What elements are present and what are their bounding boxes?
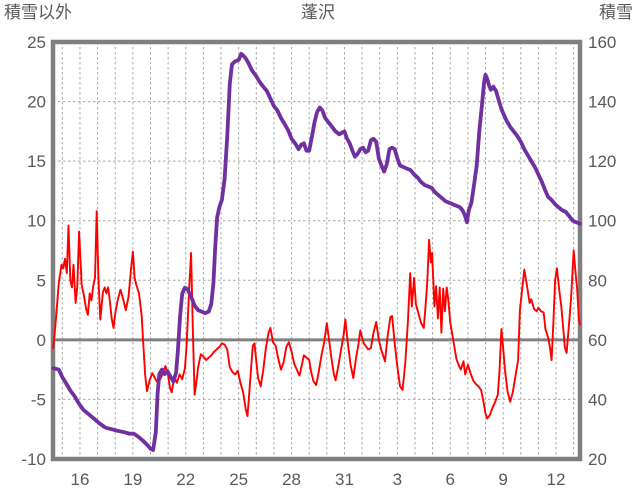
y-right-tick-label: 140 (588, 93, 616, 112)
x-tick-label: 19 (123, 470, 142, 489)
x-tick-label: 9 (498, 470, 507, 489)
y-right-tick-label: 120 (588, 152, 616, 171)
y-right-tick-label: 160 (588, 33, 616, 52)
x-tick-label: 25 (229, 470, 248, 489)
y-left-tick-label: -10 (21, 450, 46, 469)
y-left-tick-label: 10 (27, 212, 46, 231)
x-tick-label: 22 (176, 470, 195, 489)
y-right-tick-label: 100 (588, 212, 616, 231)
y-left-tick-label: -5 (31, 390, 46, 409)
temperature-line (52, 210, 581, 420)
left-axis-title: 積雪以外 (4, 3, 72, 22)
x-tick-label: 6 (445, 470, 454, 489)
x-tick-label: 3 (393, 470, 402, 489)
chart-title: 蓬沢 (301, 3, 335, 22)
right-axis-title: 積雪 (599, 3, 633, 22)
y-left-tick-label: 0 (37, 331, 46, 350)
x-tick-label: 12 (547, 470, 566, 489)
y-left-tick-label: 25 (27, 33, 46, 52)
x-tick-label: 31 (335, 470, 354, 489)
x-tick-label: 28 (282, 470, 301, 489)
x-tick-label: 16 (71, 470, 90, 489)
y-left-tick-label: 5 (37, 271, 46, 290)
y-left-tick-label: 15 (27, 152, 46, 171)
y-right-tick-label: 80 (588, 271, 607, 290)
plot-frame (50, 39, 583, 462)
y-left-tick-label: 20 (27, 93, 46, 112)
y-right-tick-label: 40 (588, 390, 607, 409)
snow-line (51, 52, 582, 453)
y-right-tick-label: 20 (588, 450, 607, 469)
y-right-tick-label: 60 (588, 331, 607, 350)
